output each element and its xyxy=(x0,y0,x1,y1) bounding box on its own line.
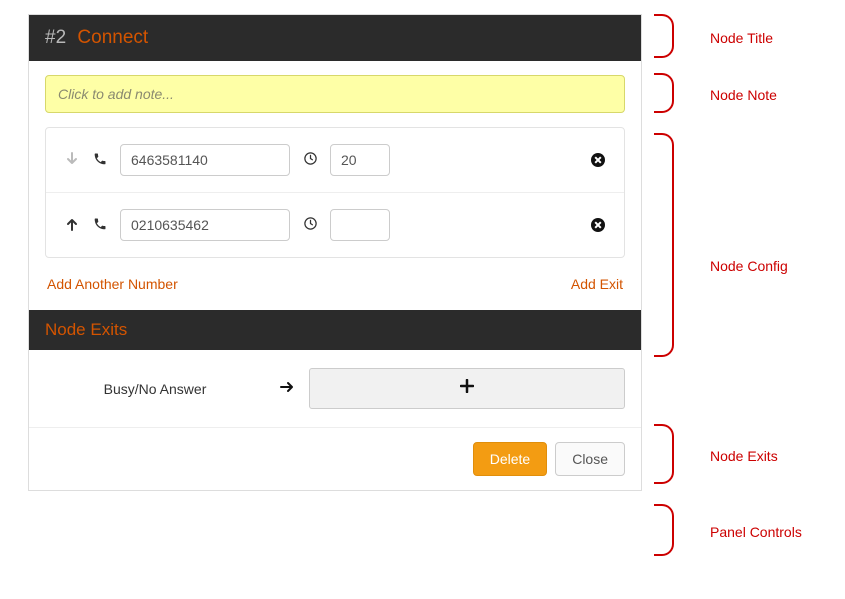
annotation-brace xyxy=(654,73,674,113)
node-panel: #2 Connect Click to add note... xyxy=(28,14,642,491)
annotation-brace xyxy=(654,424,674,484)
annotation-label: Node Exits xyxy=(710,448,778,464)
annotation-brace xyxy=(654,133,674,357)
panel-title-bar: #2 Connect xyxy=(29,15,641,61)
move-down-icon[interactable] xyxy=(64,152,80,169)
annotation-label: Node Title xyxy=(710,30,773,46)
note-input[interactable]: Click to add note... xyxy=(45,75,625,113)
annotation-label: Panel Controls xyxy=(710,524,802,540)
clock-icon xyxy=(302,151,318,169)
add-exit-link[interactable]: Add Exit xyxy=(571,276,623,292)
annotation-brace xyxy=(654,504,674,556)
config-region: Add Another Number Add Exit xyxy=(29,113,641,310)
move-up-icon[interactable] xyxy=(64,217,80,234)
delete-button[interactable]: Delete xyxy=(473,442,547,476)
remove-row-icon[interactable] xyxy=(590,217,606,233)
timeout-input[interactable] xyxy=(330,209,390,241)
annotation-brace xyxy=(654,14,674,58)
close-button[interactable]: Close xyxy=(555,442,625,476)
panel-footer: Delete Close xyxy=(29,428,641,490)
clock-icon xyxy=(302,216,318,234)
phone-rows-box xyxy=(45,127,625,258)
arrow-right-icon xyxy=(279,380,295,397)
phone-input[interactable] xyxy=(120,209,290,241)
remove-row-icon[interactable] xyxy=(590,152,606,168)
phone-icon xyxy=(92,217,108,234)
phone-row xyxy=(46,128,624,192)
phone-input[interactable] xyxy=(120,144,290,176)
note-region: Click to add note... xyxy=(29,61,641,113)
add-exit-target-button[interactable] xyxy=(309,368,625,409)
phone-icon xyxy=(92,152,108,169)
config-links: Add Another Number Add Exit xyxy=(45,258,625,310)
timeout-input[interactable] xyxy=(330,144,390,176)
exits-header: Node Exits xyxy=(29,310,641,350)
annotation-label: Node Note xyxy=(710,87,777,103)
phone-row xyxy=(46,192,624,257)
exit-label: Busy/No Answer xyxy=(45,381,265,397)
add-number-link[interactable]: Add Another Number xyxy=(47,276,178,292)
exits-region: Busy/No Answer xyxy=(29,350,641,428)
exit-row: Busy/No Answer xyxy=(45,368,625,409)
annotation-label: Node Config xyxy=(710,258,788,274)
node-title: Connect xyxy=(77,27,148,48)
node-number: #2 xyxy=(45,27,66,48)
